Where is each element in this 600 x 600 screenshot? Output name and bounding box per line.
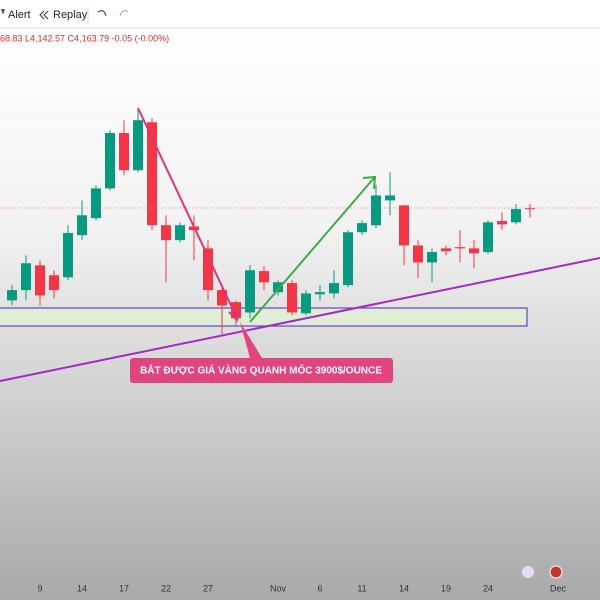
down-arrow (137, 107, 237, 317)
x-tick-label: 22 (161, 583, 171, 593)
up-arrow-head (362, 175, 377, 190)
support-zone (0, 307, 528, 327)
candle-body (287, 283, 297, 313)
down-arrow-head (228, 308, 240, 323)
candle-body (525, 208, 535, 210)
candle-body (35, 265, 45, 296)
replay-button[interactable]: Replay (53, 9, 88, 21)
candle-body (371, 195, 381, 226)
candle-body (399, 205, 409, 246)
up-arrow (249, 177, 375, 323)
x-tick-label: 14 (77, 583, 87, 593)
callout-box (130, 358, 393, 383)
callout-text: BẮT ĐƯỢC GIÁ VÀNG QUANH MỐC 3900$/OUNCE (140, 363, 382, 377)
candle-body (161, 225, 171, 241)
candle-body (21, 263, 31, 291)
candle-body (91, 188, 101, 219)
x-tick-label: Nov (270, 583, 287, 593)
alert-button[interactable]: Alert (8, 9, 31, 21)
candle-body (385, 195, 395, 201)
candle-body (357, 223, 367, 233)
candle-body (119, 133, 129, 171)
candle-body (217, 290, 227, 306)
undo-button[interactable] (97, 10, 107, 17)
candle-body (497, 221, 507, 225)
ohlc-legend: 68.83 L4,142.57 C4,163.79 -0.05 (-0.00%) (0, 33, 169, 43)
candle-body (469, 248, 479, 254)
x-tick-label: 14 (399, 583, 409, 593)
candle-body (63, 233, 73, 278)
candle-body (455, 247, 465, 249)
candle-body (413, 245, 423, 263)
candle-body (105, 133, 115, 189)
candle-body (483, 222, 493, 253)
candle-body (203, 248, 213, 291)
x-tick-label: 9 (37, 583, 42, 593)
x-tick-label: 11 (357, 583, 366, 593)
candle-body (49, 275, 59, 291)
alert-icon[interactable] (1, 9, 5, 15)
candle-body (231, 302, 241, 319)
candle-body (77, 215, 87, 236)
candle-body (315, 292, 325, 295)
candle-body (343, 232, 353, 286)
candle-body (329, 283, 339, 294)
candle-body (259, 271, 269, 283)
candle-body (7, 290, 17, 301)
trend-line (0, 257, 600, 382)
candle-body (273, 282, 283, 293)
x-tick-label: 19 (441, 583, 451, 593)
candle-body (175, 225, 185, 241)
candle-body (441, 248, 451, 252)
x-tick-label: 17 (119, 583, 129, 593)
candle-body (245, 270, 255, 313)
flag-icon[interactable] (549, 565, 563, 579)
x-tick-label: 24 (483, 583, 493, 593)
event-icon[interactable] (522, 566, 534, 578)
candle-body (147, 122, 157, 226)
toolbar (0, 0, 600, 28)
candle-body (301, 293, 311, 314)
candle-body (133, 120, 143, 171)
candle-body (511, 209, 521, 223)
redo-button[interactable] (119, 10, 129, 17)
x-tick-label: 6 (317, 583, 322, 593)
callout-pointer (240, 322, 262, 358)
candle-body (427, 252, 437, 263)
x-tick-label: 27 (203, 583, 213, 593)
replay-icon[interactable] (39, 10, 49, 20)
x-tick-label: Dec (550, 583, 567, 593)
